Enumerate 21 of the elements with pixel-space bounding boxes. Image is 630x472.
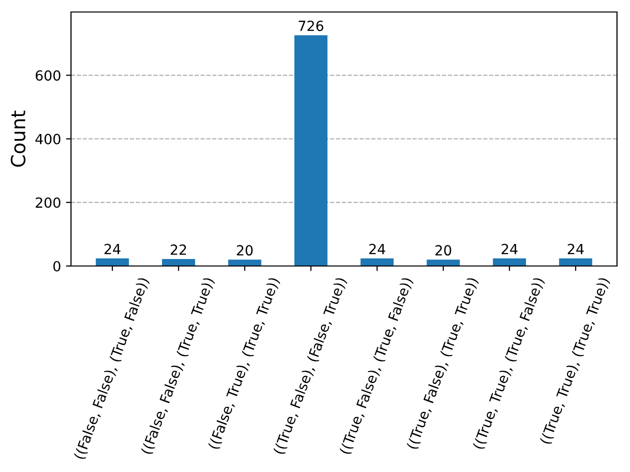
bar bbox=[492, 258, 526, 266]
y-tick-label: 600 bbox=[36, 70, 60, 81]
bar bbox=[426, 260, 460, 266]
bar bbox=[162, 259, 196, 266]
bar bbox=[294, 35, 328, 266]
data-label: 22 bbox=[170, 244, 186, 255]
data-label: 20 bbox=[236, 245, 253, 256]
data-label: 20 bbox=[435, 245, 452, 256]
y-tick-label: 400 bbox=[35, 134, 60, 144]
bar bbox=[360, 258, 394, 266]
bar bbox=[228, 260, 262, 266]
y-axis-title: Count bbox=[10, 110, 26, 167]
y-tick-label: 0 bbox=[53, 260, 60, 272]
data-label: 24 bbox=[104, 244, 120, 254]
data-label: 24 bbox=[369, 244, 386, 254]
data-label: 24 bbox=[568, 244, 584, 254]
data-label: 24 bbox=[502, 244, 518, 254]
y-tick-label: 200 bbox=[36, 197, 60, 208]
bar bbox=[96, 258, 129, 266]
bar bbox=[559, 258, 592, 266]
data-label: 726 bbox=[298, 20, 324, 32]
